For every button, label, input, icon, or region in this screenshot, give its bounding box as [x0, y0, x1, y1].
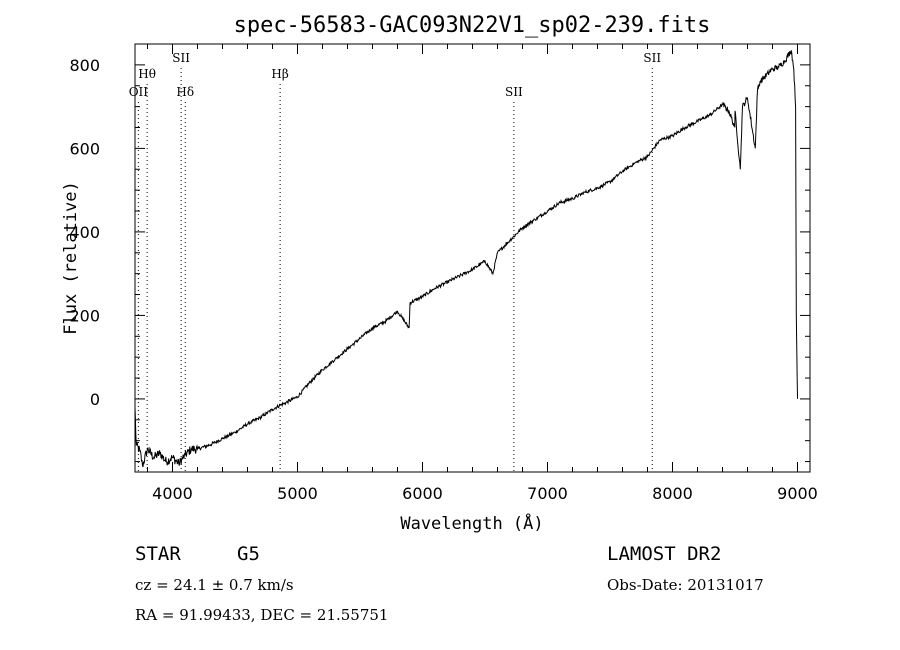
- x-axis-label: Wavelength (Å): [400, 512, 543, 534]
- redshift-info: cz = 24.1 ± 0.7 km/s: [135, 576, 294, 594]
- x-axis: 4000 5000 6000 7000 8000 9000: [147, 44, 818, 503]
- line-marker-label: SII: [172, 51, 190, 65]
- coordinates-info: RA = 91.99433, DEC = 21.55751: [135, 606, 388, 624]
- x-tick-label: 4000: [152, 484, 193, 503]
- line-marker-label: SII: [643, 51, 661, 65]
- y-tick-label: 0: [90, 390, 100, 409]
- x-tick-label: 5000: [277, 484, 318, 503]
- line-marker-label: OII: [129, 85, 149, 99]
- y-tick-label: 200: [69, 306, 100, 325]
- object-class: STAR: [135, 543, 181, 565]
- y-axis-label: Flux (relative): [61, 181, 81, 335]
- plot-frame: [134, 43, 811, 473]
- x-tick-label: 6000: [402, 484, 443, 503]
- spectral-line-markers: OII Hθ SII Hδ Hβ SII SII: [129, 51, 661, 472]
- chart-title: spec-56583-GAC093N22V1_sp02-239.fits: [234, 13, 711, 38]
- line-marker-label: Hθ: [138, 67, 156, 81]
- x-tick-label: 7000: [527, 484, 568, 503]
- line-marker-label: SII: [505, 85, 523, 99]
- x-tick-label: 9000: [777, 484, 818, 503]
- y-tick-label: 600: [69, 139, 100, 158]
- spectrum-series-line: [134, 50, 798, 468]
- line-marker-label: Hδ: [176, 85, 194, 99]
- line-marker-label: Hβ: [271, 67, 288, 81]
- observation-date: Obs-Date: 20131017: [607, 576, 764, 594]
- y-tick-label: 800: [69, 56, 100, 75]
- y-tick-label: 400: [69, 223, 100, 242]
- x-tick-label: 8000: [652, 484, 693, 503]
- y-axis: 0 200 400 600 800: [69, 43, 810, 463]
- object-subclass: G5: [237, 543, 260, 565]
- survey-name: LAMOST DR2: [607, 543, 721, 565]
